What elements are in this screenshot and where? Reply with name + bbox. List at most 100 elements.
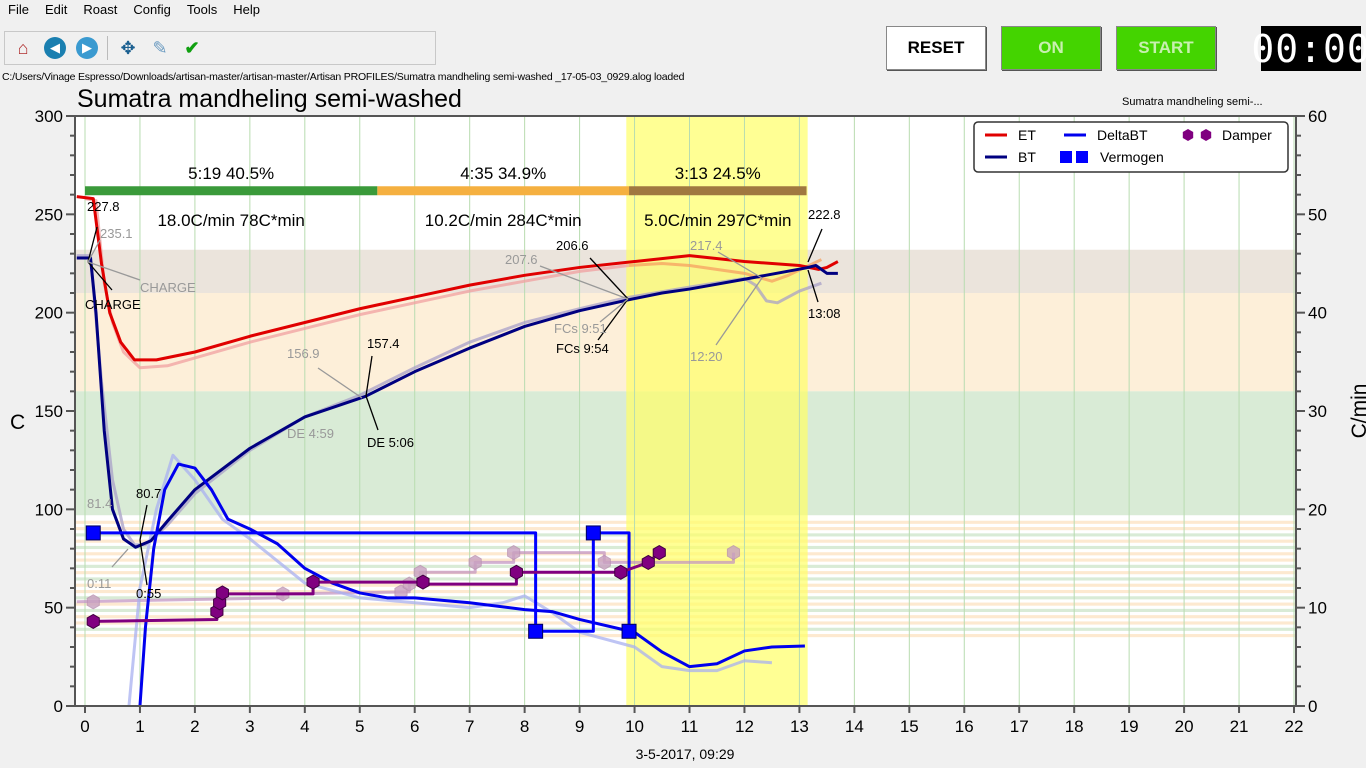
y2-tick-label: 40	[1308, 304, 1327, 323]
annotation-label: 222.8	[808, 207, 841, 222]
x-tick-label: 19	[1120, 717, 1139, 736]
x-tick-label: 2	[190, 717, 199, 736]
edit-axes-icon[interactable]: ✎	[152, 37, 168, 58]
on-button[interactable]: ON	[1001, 26, 1101, 70]
phase-stats: 10.2C/min 284C*min	[425, 211, 582, 230]
annotation-label: 227.8	[87, 199, 120, 214]
background-title: Sumatra mandheling semi-...	[1122, 96, 1263, 108]
y-tick-label: 200	[35, 304, 63, 323]
menu-config[interactable]: Config	[133, 2, 171, 17]
x-tick-label: 13	[790, 717, 809, 736]
damper-background-marker	[468, 554, 482, 571]
x-tick-label: 22	[1285, 717, 1304, 736]
menu-tools[interactable]: Tools	[186, 2, 218, 17]
vermogen-marker	[85, 525, 101, 541]
x-tick-label: 0	[80, 717, 89, 736]
annotation-leader	[365, 355, 373, 397]
y-tick-label: 0	[54, 697, 63, 716]
x-tick-label: 14	[845, 717, 864, 736]
annotation-label: FCs 9:51	[554, 321, 607, 336]
annotation-label: 13:08	[808, 306, 841, 321]
legend-label-bt: BT	[1018, 149, 1036, 165]
annotation-label: 207.6	[505, 252, 538, 267]
annotation-leader	[87, 239, 101, 263]
x-tick-label: 4	[300, 717, 309, 736]
annotation-leader	[597, 298, 629, 341]
annotation-label: 217.4	[690, 238, 723, 253]
damper-marker	[641, 554, 655, 571]
toolbar: ⌂ ◀ ▶ ✥ ✎ ✔	[4, 31, 436, 65]
annotation-leader	[139, 504, 148, 541]
check-icon[interactable]: ✔	[184, 37, 200, 58]
reset-button[interactable]: RESET	[886, 26, 986, 70]
menu-edit[interactable]: Edit	[44, 2, 68, 17]
vermogen-line	[93, 531, 631, 633]
first-crack-band	[626, 116, 808, 706]
annotation-label: 12:20	[690, 349, 723, 364]
vermogen-marker	[528, 623, 544, 639]
x-tick-label: 10	[625, 717, 644, 736]
x-tick-label: 7	[465, 717, 474, 736]
legend: ET BT DeltaBT Vermogen Damper	[973, 121, 1289, 173]
back-icon[interactable]: ◀	[43, 36, 67, 60]
annotation-label: 235.1	[100, 226, 133, 241]
vermogen-marker	[621, 623, 637, 639]
annotation-label: 80.7	[136, 486, 161, 501]
menu-help[interactable]: Help	[233, 2, 261, 17]
x-tick-label: 17	[1010, 717, 1029, 736]
legend-label-et: ET	[1018, 127, 1036, 143]
phase-label: 4:35 34.9%	[460, 164, 546, 183]
y2-tick-label: 20	[1308, 500, 1327, 519]
annotation-label: CHARGE	[140, 280, 196, 295]
y2-tick-label: 30	[1308, 402, 1327, 421]
status-path: C:/Users/Vinage Espresso/Downloads/artis…	[2, 71, 685, 83]
annotation-label: FCs 9:54	[556, 341, 609, 356]
annotation-leader	[599, 298, 629, 323]
forward-icon[interactable]: ▶	[75, 36, 99, 60]
pan-icon[interactable]: ✥	[120, 37, 136, 58]
x-tick-label: 9	[575, 717, 584, 736]
annotation-leader	[807, 228, 823, 263]
legend-label-deltabt: DeltaBT	[1097, 127, 1148, 143]
annotation-label: 0:55	[136, 586, 161, 601]
bt-background-line	[76, 254, 822, 547]
legend-swatch-vermogen	[1076, 151, 1088, 163]
annotation-leader	[111, 548, 129, 568]
damper-background-marker	[402, 576, 416, 592]
chart-title: Sumatra mandheling semi-washed	[77, 85, 462, 113]
roast-chart[interactable]: 5:19 40.5% 18.0C/min 78C*min 4:35 34.9% 10.…	[0, 84, 1366, 768]
legend-swatch-vermogen	[1060, 151, 1072, 163]
x-tick-label: 18	[1065, 717, 1084, 736]
toolbar-separator	[107, 36, 108, 60]
menu-file[interactable]: File	[8, 2, 29, 17]
x-tick-label: 8	[520, 717, 529, 736]
legend-swatch-damper	[1182, 129, 1194, 141]
x-tick-label: 11	[681, 717, 699, 736]
x-tick-label: 16	[955, 717, 974, 736]
damper-marker	[509, 564, 523, 580]
x-tick-label: 15	[900, 717, 919, 736]
y-axis-label: C	[10, 411, 25, 434]
x-tick-label: 1	[135, 717, 144, 736]
annotation-label: DE 5:06	[367, 435, 414, 450]
x-tick-label: 21	[1230, 717, 1249, 736]
annotation-leader	[87, 261, 141, 281]
x-tick-label: 12	[735, 717, 754, 736]
menu-roast[interactable]: Roast	[83, 2, 118, 17]
damper-marker	[652, 545, 666, 561]
annotation-leader	[317, 367, 363, 399]
annotation-label: 0:11	[87, 576, 111, 591]
annotation-leader	[139, 539, 148, 586]
damper-background-marker	[86, 594, 100, 610]
x-tick-label: 6	[410, 717, 419, 736]
et-line	[76, 195, 839, 362]
start-button[interactable]: START	[1116, 26, 1216, 70]
annotation-leader	[589, 257, 629, 300]
legend-label-vermogen: Vermogen	[1100, 149, 1164, 165]
y2-tick-label: 50	[1308, 205, 1327, 224]
annotation-leader	[87, 226, 98, 263]
annotation-label: CHARGE	[85, 297, 141, 312]
phase-label: 5:19 40.5%	[188, 164, 274, 183]
bt-line	[76, 256, 838, 549]
home-icon[interactable]: ⌂	[17, 37, 29, 58]
